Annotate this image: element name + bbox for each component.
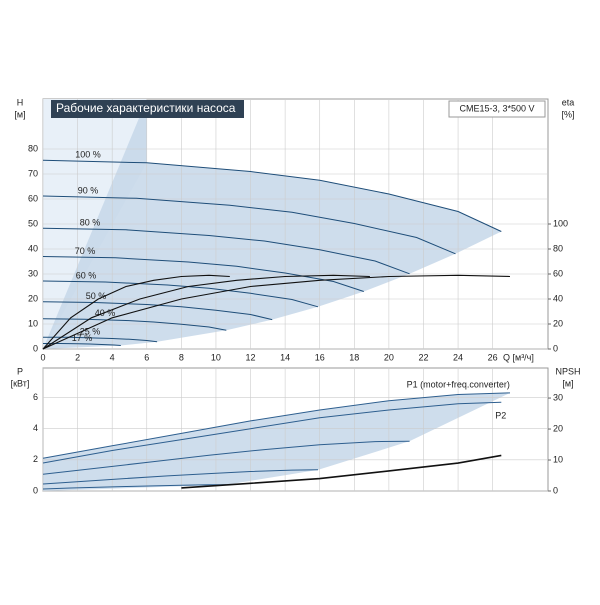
- y-tick-label: 0: [33, 343, 38, 353]
- curve: [42, 301, 273, 321]
- y-tick-label: 4: [33, 423, 38, 433]
- y-tick-label: 80: [28, 143, 38, 153]
- curve: [42, 159, 502, 232]
- x-tick-label: 10: [211, 352, 221, 362]
- curve-label: 17 %: [72, 333, 93, 343]
- curve: [42, 195, 456, 255]
- y2-tick-label: 20: [553, 423, 563, 433]
- y-tick-label: 0: [33, 485, 38, 495]
- y2-tick-label: 60: [553, 268, 563, 278]
- x-tick-label: 20: [384, 352, 394, 362]
- y-axis-unit: [кВт]: [11, 378, 30, 388]
- y-tick-label: 6: [33, 392, 38, 402]
- curve-label: 90 %: [78, 185, 99, 195]
- y-tick-label: 70: [28, 168, 38, 178]
- y2-tick-label: 10: [553, 454, 563, 464]
- x-tick-label: 26: [488, 352, 498, 362]
- y2-tick-label: 80: [553, 243, 563, 253]
- y-axis-label: H: [17, 97, 24, 107]
- operating-range: [43, 392, 510, 491]
- curve: [42, 280, 319, 308]
- y-tick-label: 2: [33, 454, 38, 464]
- curve-label: 70 %: [75, 246, 96, 256]
- curve: [42, 440, 410, 475]
- chart-title: Рабочие характеристики насоса: [56, 101, 236, 115]
- y2-tick-label: 30: [553, 392, 563, 402]
- y-tick-label: 60: [28, 193, 38, 203]
- curve: [42, 469, 319, 485]
- curve-label: 40 %: [95, 308, 116, 318]
- y-axis-label: P: [17, 366, 23, 376]
- y2-axis-label: eta: [562, 97, 575, 107]
- curve-label: 80 %: [80, 218, 101, 228]
- y-tick-label: 30: [28, 268, 38, 278]
- x-tick-label: 4: [110, 352, 115, 362]
- curve-label: 60 %: [76, 270, 97, 280]
- x-tick-label: 18: [349, 352, 359, 362]
- y-axis-unit: [м]: [14, 109, 25, 119]
- y2-axis-unit: [м]: [562, 378, 573, 388]
- curve: [42, 256, 364, 292]
- x-tick-label: 14: [280, 352, 290, 362]
- eta-curve: [42, 274, 511, 350]
- curve: [42, 401, 502, 464]
- y-tick-label: 40: [28, 243, 38, 253]
- y2-tick-label: 20: [553, 318, 563, 328]
- eta-curve: [42, 274, 370, 350]
- curve: [42, 318, 227, 331]
- curve-label: P2: [495, 411, 506, 421]
- x-tick-label: 0: [40, 352, 45, 362]
- curve: [42, 227, 410, 275]
- x-tick-label: 6: [144, 352, 149, 362]
- curve-label: 25 %: [80, 327, 101, 337]
- x-axis-label: Q [м³/ч]: [503, 352, 534, 362]
- x-tick-label: 12: [246, 352, 256, 362]
- curve: [42, 484, 227, 490]
- curve: [42, 392, 511, 459]
- y2-tick-label: 40: [553, 293, 563, 303]
- npsh-curve: [181, 454, 502, 489]
- y-tick-label: 20: [28, 293, 38, 303]
- y2-tick-label: 0: [553, 485, 558, 495]
- x-tick-label: 22: [418, 352, 428, 362]
- y2-axis-unit: [%]: [561, 109, 574, 119]
- y2-axis-label: NPSH: [555, 366, 580, 376]
- y-tick-label: 10: [28, 318, 38, 328]
- eta-curve: [42, 274, 230, 350]
- x-tick-label: 24: [453, 352, 463, 362]
- curve-label: 50 %: [86, 291, 107, 301]
- x-tick-label: 16: [315, 352, 325, 362]
- chart-subtitle: CME15-3, 3*500 V: [459, 103, 534, 113]
- curve: [43, 343, 121, 346]
- x-tick-label: 8: [179, 352, 184, 362]
- x-tick-label: 2: [75, 352, 80, 362]
- y-tick-label: 50: [28, 218, 38, 228]
- y2-tick-label: 0: [553, 343, 558, 353]
- y2-tick-label: 100: [553, 218, 568, 228]
- curve-label: P1 (motor+freq.converter): [407, 379, 510, 389]
- curve-label: 100 %: [75, 150, 101, 160]
- model-box: [448, 100, 546, 118]
- title-box: [51, 100, 244, 118]
